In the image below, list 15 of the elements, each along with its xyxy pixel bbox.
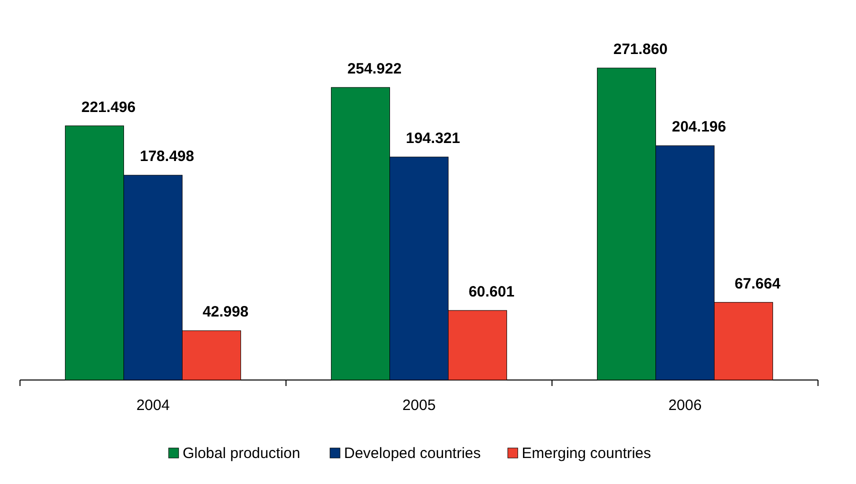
- legend-label: Emerging countries: [522, 445, 652, 462]
- data-label: 194.321: [406, 130, 460, 147]
- data-label: 60.601: [468, 283, 514, 300]
- data-label: 204.196: [672, 118, 726, 136]
- data-label: 271.860: [613, 41, 668, 58]
- data-label: 67.664: [734, 275, 782, 292]
- legend-label: Developed countries: [344, 445, 481, 462]
- x-tick-label: 2006: [668, 397, 702, 414]
- data-label: 178.498: [140, 148, 194, 166]
- data-label: 254.922: [347, 60, 402, 78]
- x-tick-label: 2004: [136, 397, 170, 414]
- data-label: 221.496: [81, 98, 136, 116]
- legend-label: Global production: [182, 445, 300, 462]
- data-label: 42.998: [202, 304, 248, 321]
- x-tick-label: 2005: [402, 397, 436, 414]
